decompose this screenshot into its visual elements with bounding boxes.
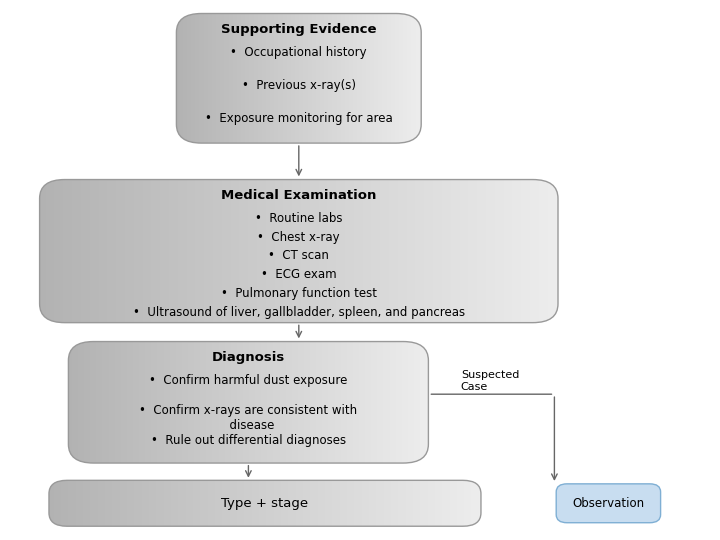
Text: Observation: Observation: [572, 497, 644, 510]
Text: •  Exposure monitoring for area: • Exposure monitoring for area: [205, 112, 392, 125]
Text: Supporting Evidence: Supporting Evidence: [221, 23, 377, 36]
Text: •  Rule out differential diagnoses: • Rule out differential diagnoses: [150, 434, 346, 448]
Text: •  CT scan: • CT scan: [269, 249, 329, 262]
Text: •  Confirm x-rays are consistent with
  disease: • Confirm x-rays are consistent with dis…: [140, 404, 357, 432]
Text: •  Ultrasound of liver, gallbladder, spleen, and pancreas: • Ultrasound of liver, gallbladder, sple…: [132, 306, 465, 319]
Text: •  Occupational history: • Occupational history: [230, 46, 367, 59]
Text: •  Previous x-ray(s): • Previous x-ray(s): [242, 79, 356, 92]
FancyBboxPatch shape: [556, 484, 661, 523]
Text: Medical Examination: Medical Examination: [221, 190, 377, 202]
Text: •  Confirm harmful dust exposure: • Confirm harmful dust exposure: [149, 374, 348, 387]
Text: Suspected
Case: Suspected Case: [461, 370, 519, 392]
Text: Type + stage: Type + stage: [221, 497, 309, 510]
Text: •  Routine labs: • Routine labs: [255, 212, 343, 225]
Text: •  Chest x-ray: • Chest x-ray: [258, 231, 340, 244]
Text: Diagnosis: Diagnosis: [212, 351, 285, 364]
Text: •  Pulmonary function test: • Pulmonary function test: [221, 287, 377, 300]
Text: •  ECG exam: • ECG exam: [261, 268, 337, 281]
